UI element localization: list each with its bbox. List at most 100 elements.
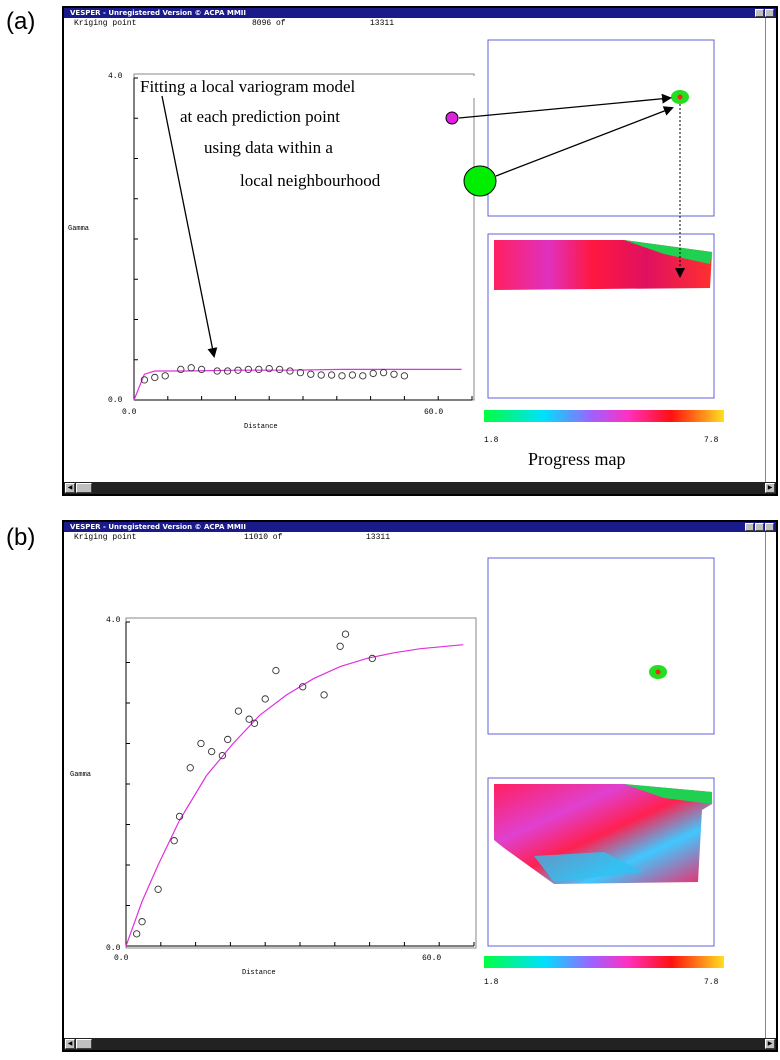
progress-map-edge [624,240,712,264]
data-point [224,735,232,744]
data-point [341,630,350,638]
data-point [213,367,221,375]
data-point [317,371,325,379]
panel-a-label: (a) [6,8,36,35]
annotation-line-4: local neighbourhood [240,171,381,190]
scroll-right-arrow[interactable]: ▶ [765,1039,775,1049]
data-point [286,367,294,375]
data-point [133,930,141,938]
colorbar-max-label: 7.8 [704,436,719,445]
panel-b-label: (b) [6,524,36,551]
annotation-line-1: Fitting a local variogram model [140,77,356,96]
chart-axes [125,621,475,947]
vertical-scrollbar[interactable] [765,532,776,1038]
data-point [218,751,227,760]
current-point-marker [677,94,683,100]
data-point [197,739,205,748]
scroll-right-arrow[interactable]: ▶ [765,483,775,493]
title-bar[interactable]: VESPER - Unregistered Version © ACPA MMI… [64,522,776,532]
data-point [272,666,280,675]
model-curve [125,644,464,947]
data-point [187,364,195,372]
data-point [223,367,232,375]
arrow-to-chart [161,95,218,358]
window-title: VESPER - Unregistered Version © ACPA MMI… [70,523,247,531]
data-point [307,370,315,378]
data-point [265,364,273,373]
data-point [261,695,269,703]
colorbar-max-label: 7.8 [704,978,719,987]
data-point [244,365,253,374]
annotation-line-3: using data within a [204,138,333,157]
scroll-left-arrow[interactable]: ◀ [65,483,75,493]
window-title: VESPER - Unregistered Version © ACPA MMI… [70,9,247,17]
progress-map-raster [494,240,712,290]
data-point [348,371,357,379]
variogram-chart-a: 4.0 0.0 0.0 60.0 Gamma Distance [68,39,724,445]
data-point [299,683,307,691]
current-point-marker [655,669,661,675]
vesper-window-a: VESPER - Unregistered Version © ACPA MMI… [62,6,778,496]
data-point [234,366,242,374]
data-point [175,812,184,821]
vertical-scrollbar[interactable] [765,18,776,482]
progress-map-label: Progress map [528,449,626,469]
status-total: 13311 [370,19,395,28]
scroll-thumb[interactable] [76,1039,92,1049]
data-point [368,654,376,663]
y-axis-label: Gamma [70,771,91,779]
x-axis-label: Distance [242,969,276,977]
data-point [154,885,162,893]
horizontal-scrollbar[interactable]: ◀ ▶ [64,482,776,494]
scroll-left-arrow[interactable]: ◀ [65,1039,75,1049]
experimental-points [140,364,409,384]
data-point [359,372,367,380]
data-point [390,370,398,378]
chart-axes [133,77,473,401]
colorbar [484,956,724,968]
y-min-label: 0.0 [108,396,123,405]
data-point [400,372,409,380]
data-point [177,365,185,374]
colorbar-min-label: 1.8 [484,978,499,987]
annotation-backdrop [138,76,478,98]
data-point [161,372,169,380]
data-point [369,369,377,378]
status-label: Kriging point [74,533,137,542]
close-button[interactable] [765,523,774,531]
prediction-point-callout [445,111,459,125]
variogram-chart-b: 4.0 0.0 0.0 60.0 Gamma Distance 1.8 7.8 [70,557,724,987]
colorbar-min-label: 1.8 [484,436,499,445]
status-label: Kriging point [74,19,137,28]
horizontal-scrollbar[interactable]: ◀ ▶ [64,1038,776,1050]
y-max-label: 4.0 [108,72,123,81]
y-max-label: 4.0 [106,616,121,625]
status-current: 11010 of [244,533,283,542]
y-min-label: 0.0 [106,944,121,953]
data-point [170,837,178,845]
data-point [255,365,263,374]
data-point [336,642,344,650]
y-axis-label: Gamma [68,225,89,233]
x-max-label: 60.0 [422,954,441,963]
x-min-label: 0.0 [122,408,137,417]
minimize-button[interactable] [755,9,764,17]
x-axis-label: Distance [244,423,278,431]
data-point [320,691,328,699]
arrow-point-to-map [458,93,672,119]
title-bar[interactable]: VESPER - Unregistered Version © ACPA MMI… [64,8,776,18]
data-point [245,715,253,723]
data-point [197,365,206,374]
data-point [275,365,284,374]
maximize-button[interactable] [755,523,764,531]
local-map-frame [487,39,715,217]
maximize-button[interactable] [765,9,774,17]
minimize-button[interactable] [745,523,754,531]
experimental-points [133,630,376,938]
progress-map-edge [624,784,712,804]
data-point [138,918,146,926]
scroll-thumb[interactable] [76,483,92,493]
status-total: 13311 [366,533,391,542]
neighbourhood-callout [463,165,497,197]
arrow-neighbourhood-to-map [495,106,674,177]
